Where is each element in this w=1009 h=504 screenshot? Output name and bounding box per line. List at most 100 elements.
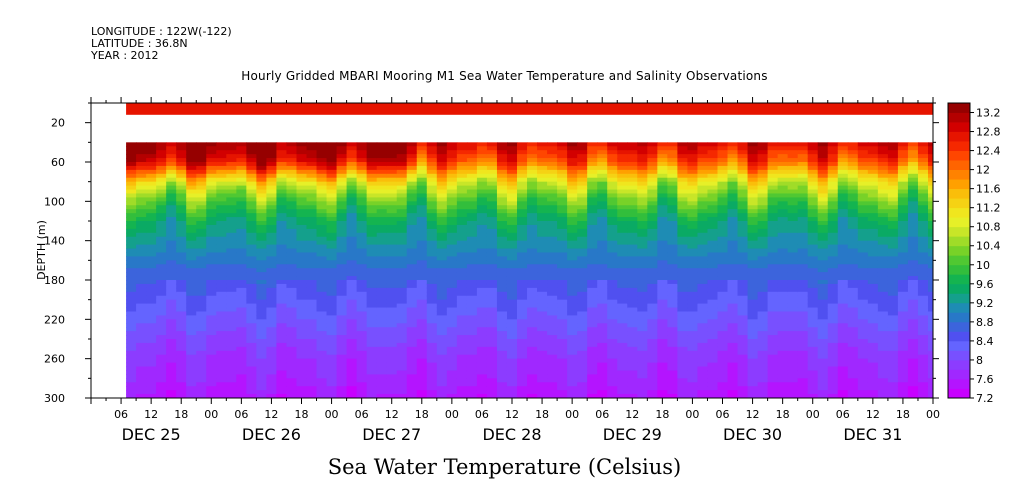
heatmap-cell xyxy=(266,228,278,234)
heatmap-cell xyxy=(436,232,448,238)
heatmap-cell xyxy=(126,386,137,391)
heatmap-cell xyxy=(567,177,578,183)
heatmap-cell xyxy=(186,240,197,246)
heatmap-cell xyxy=(326,382,338,387)
heatmap-cell xyxy=(476,158,488,163)
heatmap-cell xyxy=(667,256,678,261)
heatmap-cell xyxy=(356,315,368,320)
heatmap-cell xyxy=(627,315,638,320)
heatmap-cell xyxy=(286,224,298,230)
heatmap-cell xyxy=(356,228,368,234)
heatmap-cell xyxy=(476,390,488,395)
heatmap-cell xyxy=(486,205,498,210)
heatmap-cell xyxy=(817,295,829,301)
heatmap-cell xyxy=(607,378,618,383)
heatmap-cell xyxy=(326,280,338,285)
heatmap-cell xyxy=(617,268,628,273)
heatmap-cell xyxy=(827,394,839,398)
heatmap-cell xyxy=(206,327,217,332)
heatmap-cell xyxy=(176,177,187,183)
heatmap-cell xyxy=(557,378,568,383)
heatmap-cell xyxy=(336,311,348,316)
heatmap-cell xyxy=(136,162,147,167)
heatmap-cell xyxy=(216,378,227,383)
heatmap-cell xyxy=(807,394,819,398)
heatmap-cell xyxy=(436,173,448,179)
heatmap-cell xyxy=(767,291,779,297)
heatmap-cell xyxy=(176,201,187,206)
heatmap-cell xyxy=(216,386,227,391)
heatmap-cell xyxy=(376,154,388,159)
heatmap-cell xyxy=(236,236,247,242)
heatmap-cell xyxy=(156,185,167,191)
heatmap-cell xyxy=(837,169,849,175)
heatmap-cell xyxy=(316,201,328,206)
heatmap-cell xyxy=(607,224,618,230)
heatmap-cell xyxy=(777,354,789,360)
heatmap-cell xyxy=(486,256,498,261)
heatmap-cell xyxy=(827,248,839,254)
heatmap-cell xyxy=(126,154,137,159)
heatmap-cell xyxy=(817,232,829,238)
heatmap-cell xyxy=(166,240,177,246)
heatmap-cell xyxy=(697,386,709,391)
heatmap-cell xyxy=(577,366,588,372)
heatmap-cell xyxy=(436,244,448,250)
heatmap-cell xyxy=(787,394,799,398)
heatmap-cell xyxy=(276,252,288,257)
heatmap-cell xyxy=(306,197,318,202)
heatmap-cell xyxy=(857,315,869,320)
heatmap-cell xyxy=(677,327,689,332)
heatmap-cell xyxy=(527,181,538,187)
heatmap-cell xyxy=(196,350,207,356)
heatmap-cell xyxy=(136,370,147,375)
heatmap-cell xyxy=(306,350,318,356)
heatmap-cell xyxy=(246,354,257,360)
heatmap-cell xyxy=(707,335,719,340)
heatmap-cell xyxy=(416,142,428,147)
heatmap-cell xyxy=(707,185,719,191)
heatmap-cell xyxy=(657,146,668,151)
heatmap-cell xyxy=(166,319,177,324)
heatmap-cell xyxy=(857,303,869,309)
heatmap-cell xyxy=(547,221,558,226)
heatmap-cell xyxy=(577,177,588,183)
heatmap-cell xyxy=(426,346,438,352)
heatmap-cell xyxy=(517,244,528,250)
heatmap-cell xyxy=(827,205,839,210)
heatmap-cell xyxy=(386,362,398,368)
heatmap-cell xyxy=(797,256,809,261)
heatmap-cell xyxy=(857,150,869,155)
heatmap-cell xyxy=(196,276,207,281)
heatmap-cell xyxy=(176,221,187,226)
heatmap-cell xyxy=(797,221,809,226)
heatmap-cell xyxy=(807,248,819,254)
heatmap-cell xyxy=(366,240,378,246)
heatmap-cell xyxy=(316,362,328,368)
heatmap-cell xyxy=(356,378,368,383)
heatmap-cell xyxy=(436,165,448,171)
heatmap-cell xyxy=(637,319,648,324)
heatmap-cell xyxy=(557,299,568,305)
heatmap-cell xyxy=(827,287,839,293)
heatmap-cell xyxy=(737,327,749,332)
heatmap-cell xyxy=(226,303,237,309)
heatmap-cell xyxy=(747,276,759,281)
heatmap-cell xyxy=(196,236,207,242)
heatmap-cell xyxy=(717,346,729,352)
heatmap-cell xyxy=(466,362,478,368)
heatmap-cell xyxy=(637,224,648,230)
heatmap-cell xyxy=(717,299,729,305)
heatmap-cell xyxy=(216,189,227,195)
heatmap-cell xyxy=(707,224,719,230)
heatmap-cell xyxy=(256,165,268,171)
heatmap-cell xyxy=(356,268,368,273)
heatmap-cell xyxy=(757,350,769,356)
heatmap-cell xyxy=(647,311,658,316)
heatmap-cell xyxy=(486,268,498,273)
heatmap-cell xyxy=(697,315,709,320)
heatmap-cell xyxy=(847,260,859,265)
heatmap-cell xyxy=(587,213,598,218)
heatmap-cell xyxy=(587,146,598,151)
heatmap-cell xyxy=(266,315,278,320)
